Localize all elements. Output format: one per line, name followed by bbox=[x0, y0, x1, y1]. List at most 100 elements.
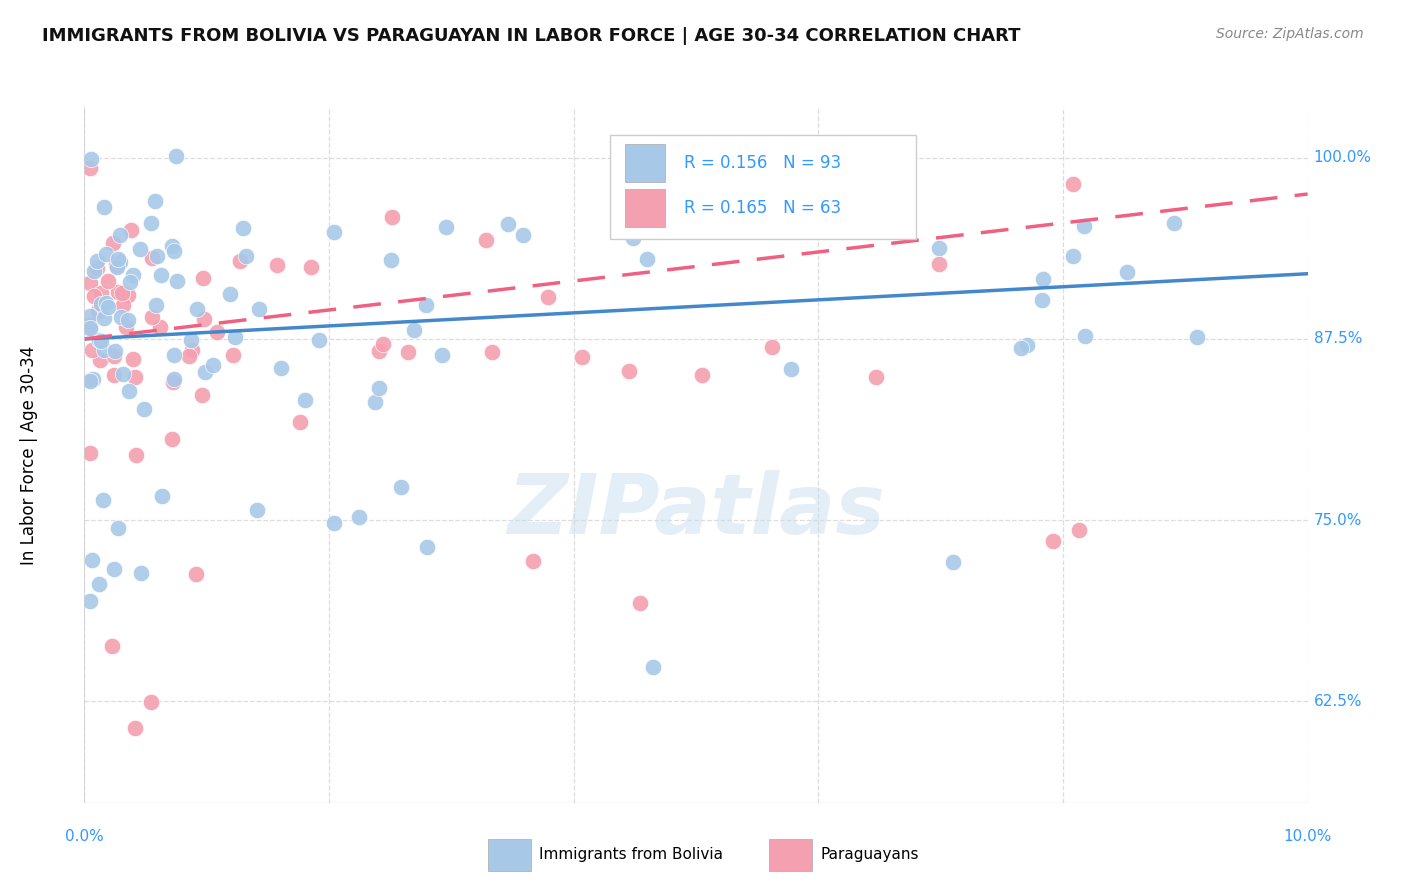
Point bbox=[1073, 219, 1095, 234]
Point bbox=[120, 275, 142, 289]
Point bbox=[288, 415, 311, 429]
Text: 62.5%: 62.5% bbox=[1313, 694, 1362, 709]
Point bbox=[97, 300, 120, 314]
Point bbox=[121, 268, 143, 282]
Point bbox=[780, 362, 803, 376]
Text: In Labor Force | Age 30-34: In Labor Force | Age 30-34 bbox=[20, 345, 38, 565]
Point bbox=[120, 222, 142, 236]
Point bbox=[79, 445, 101, 459]
Point bbox=[79, 374, 101, 388]
Point bbox=[79, 322, 101, 336]
Point bbox=[149, 268, 172, 282]
Point bbox=[89, 352, 111, 367]
Point bbox=[141, 216, 163, 230]
FancyBboxPatch shape bbox=[769, 839, 813, 871]
FancyBboxPatch shape bbox=[488, 839, 531, 871]
Text: R = 0.156   N = 93: R = 0.156 N = 93 bbox=[683, 153, 841, 171]
Point bbox=[97, 274, 120, 288]
Point bbox=[308, 333, 330, 347]
Point bbox=[118, 384, 141, 398]
Point bbox=[193, 271, 215, 285]
Text: 10.0%: 10.0% bbox=[1284, 829, 1331, 844]
Point bbox=[162, 432, 184, 446]
Point bbox=[191, 388, 214, 402]
Point bbox=[166, 274, 188, 288]
Point bbox=[93, 200, 115, 214]
Point bbox=[117, 312, 139, 326]
Point bbox=[125, 448, 148, 462]
Text: IMMIGRANTS FROM BOLIVIA VS PARAGUAYAN IN LABOR FORCE | AGE 30-34 CORRELATION CHA: IMMIGRANTS FROM BOLIVIA VS PARAGUAYAN IN… bbox=[42, 27, 1021, 45]
Text: 87.5%: 87.5% bbox=[1313, 332, 1362, 346]
Point bbox=[942, 555, 965, 569]
Point bbox=[481, 344, 503, 359]
Point bbox=[79, 161, 101, 175]
Point bbox=[79, 318, 101, 332]
Point bbox=[103, 368, 125, 382]
Point bbox=[1042, 533, 1064, 548]
Point bbox=[100, 640, 122, 654]
Point bbox=[82, 343, 104, 357]
Point bbox=[628, 596, 651, 610]
Point bbox=[1163, 216, 1185, 230]
Point bbox=[522, 554, 544, 568]
Point bbox=[636, 252, 658, 266]
Text: Source: ZipAtlas.com: Source: ZipAtlas.com bbox=[1216, 27, 1364, 41]
Point bbox=[224, 330, 246, 344]
Point bbox=[380, 252, 402, 267]
Point bbox=[232, 221, 254, 235]
Point bbox=[104, 344, 127, 359]
Point bbox=[475, 233, 498, 247]
Point bbox=[79, 277, 101, 291]
Point bbox=[108, 227, 131, 242]
Point bbox=[415, 298, 437, 312]
Point bbox=[150, 489, 173, 503]
Point bbox=[117, 287, 139, 301]
Point bbox=[368, 381, 391, 395]
Point bbox=[186, 301, 208, 316]
Point bbox=[111, 286, 134, 301]
Point bbox=[93, 310, 115, 325]
Text: 100.0%: 100.0% bbox=[1313, 150, 1372, 165]
Point bbox=[162, 376, 184, 390]
Point bbox=[105, 260, 128, 274]
Point bbox=[146, 249, 169, 263]
Point bbox=[165, 149, 187, 163]
Point bbox=[434, 220, 457, 235]
Point bbox=[512, 228, 534, 243]
Point bbox=[115, 319, 138, 334]
Point bbox=[79, 373, 101, 387]
Point bbox=[1116, 265, 1139, 279]
Point bbox=[83, 289, 105, 303]
FancyBboxPatch shape bbox=[626, 144, 665, 182]
Point bbox=[107, 521, 129, 535]
Point bbox=[82, 372, 104, 386]
Point bbox=[110, 310, 132, 324]
Point bbox=[149, 319, 172, 334]
Point bbox=[1010, 341, 1032, 355]
Point bbox=[690, 368, 713, 383]
Point bbox=[367, 344, 389, 359]
Point bbox=[91, 493, 114, 508]
Point bbox=[641, 660, 664, 674]
Point bbox=[432, 348, 454, 362]
Point bbox=[364, 395, 387, 409]
Point bbox=[270, 361, 292, 376]
Point bbox=[124, 370, 146, 384]
Point bbox=[865, 369, 887, 384]
Point bbox=[498, 218, 520, 232]
Text: R = 0.165   N = 63: R = 0.165 N = 63 bbox=[683, 199, 841, 217]
Point bbox=[416, 540, 439, 554]
Point bbox=[163, 348, 186, 362]
Point bbox=[141, 310, 163, 324]
Point bbox=[1063, 249, 1085, 263]
Point bbox=[266, 258, 288, 272]
Point bbox=[105, 258, 128, 272]
Point bbox=[111, 367, 134, 381]
Point bbox=[128, 242, 150, 256]
FancyBboxPatch shape bbox=[626, 189, 665, 227]
Text: ZIPatlas: ZIPatlas bbox=[508, 470, 884, 551]
Text: Paraguayans: Paraguayans bbox=[821, 847, 920, 863]
Point bbox=[132, 401, 155, 416]
Point bbox=[235, 249, 257, 263]
Point bbox=[180, 334, 202, 348]
